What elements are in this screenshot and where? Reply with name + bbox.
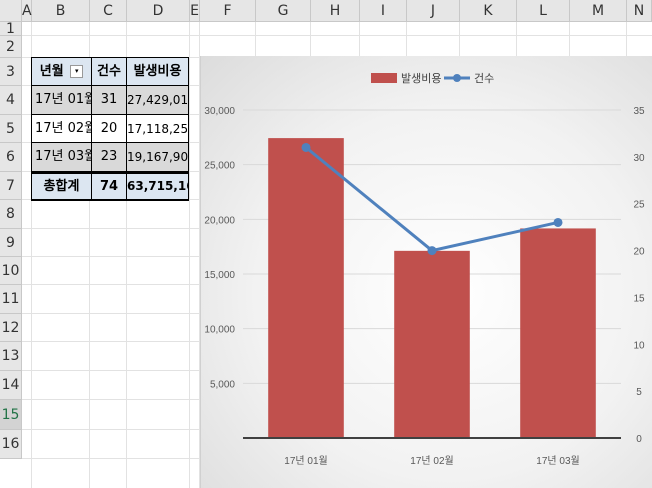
column-header-k[interactable]: K — [460, 0, 517, 22]
x-tick-label: 17년 02월 — [410, 455, 453, 467]
column-header-n[interactable]: N — [627, 0, 652, 22]
column-header-a[interactable]: A — [22, 0, 32, 22]
row-header-2[interactable]: 2 — [0, 36, 22, 58]
column-header-m[interactable]: M — [570, 0, 627, 22]
cell-cost-3[interactable]: 19,167,900 — [127, 143, 189, 172]
bar-1 — [268, 138, 344, 438]
column-header-b[interactable]: B — [32, 0, 90, 22]
count-point-2 — [427, 246, 437, 256]
grid-column-line — [89, 22, 90, 488]
row-header-1[interactable]: 1 — [0, 22, 22, 36]
header-month-label: 년월 — [39, 64, 64, 79]
x-tick-label: 17년 01월 — [284, 455, 327, 467]
count-point-1 — [301, 142, 311, 152]
header-count[interactable]: 건수 — [92, 57, 127, 86]
column-header-g[interactable]: G — [256, 0, 311, 22]
cell-month-2[interactable]: 17년 02월 — [31, 115, 92, 143]
column-header-f[interactable]: F — [200, 0, 256, 22]
row-header-10[interactable]: 10 — [0, 257, 22, 285]
y-tick-label: 30,000 — [204, 106, 235, 117]
y-tick-label: 5,000 — [210, 379, 235, 390]
row-header-15[interactable]: 15 — [0, 400, 22, 430]
cell-cost-1[interactable]: 27,429,010 — [127, 86, 189, 115]
row-header-14[interactable]: 14 — [0, 371, 22, 400]
column-header-d[interactable]: D — [127, 0, 190, 22]
legend-cost-label: 발생비용 — [401, 72, 441, 85]
cell-count-2[interactable]: 20 — [92, 115, 127, 143]
grid-row-line — [22, 35, 652, 36]
grid-column-line — [31, 22, 32, 488]
chart-svg: 5,000 10,000 15,000 20,000 25,000 30,000 0 5 10 1… — [204, 72, 645, 467]
combo-chart[interactable]: 5,000 10,000 15,000 20,000 25,000 30,000 0 5 10 1… — [200, 56, 652, 488]
x-tick-label: 17년 03월 — [536, 455, 579, 467]
legend-bar-swatch — [371, 73, 397, 83]
cell-cost-2[interactable]: 17,118,250 — [127, 115, 189, 143]
header-month[interactable]: 년월 ▾ — [31, 57, 92, 86]
y-tick-label: 25,000 — [204, 161, 235, 172]
column-header-i[interactable]: I — [360, 0, 407, 22]
row-header-11[interactable]: 11 — [0, 285, 22, 314]
select-all-corner[interactable] — [0, 0, 22, 22]
row-header-3[interactable]: 3 — [0, 58, 22, 86]
column-header-l[interactable]: L — [517, 0, 570, 22]
column-header-c[interactable]: C — [90, 0, 127, 22]
column-header-j[interactable]: J — [407, 0, 460, 22]
column-header-h[interactable]: H — [311, 0, 360, 22]
cell-month-3[interactable]: 17년 03월 — [31, 143, 92, 172]
count-point-3 — [553, 217, 563, 227]
y2-tick-label: 10 — [633, 340, 645, 351]
y2-tick-label: 30 — [633, 153, 645, 164]
grid-column-line — [189, 22, 190, 488]
row-header-8[interactable]: 8 — [0, 200, 22, 229]
row-header-4[interactable]: 4 — [0, 86, 22, 115]
y2-tick-label: 25 — [633, 200, 645, 211]
dropdown-filter-icon[interactable]: ▾ — [70, 65, 84, 78]
grid-column-line — [126, 22, 127, 488]
row-header-6[interactable]: 6 — [0, 143, 22, 172]
cell-total-label[interactable]: 총합계 — [31, 172, 92, 201]
row-header-9[interactable]: 9 — [0, 229, 22, 257]
y2-tick-label: 35 — [633, 106, 645, 117]
row-header-13[interactable]: 13 — [0, 342, 22, 371]
row-header-5[interactable]: 5 — [0, 115, 22, 143]
y2-tick-label: 15 — [633, 293, 645, 304]
row-header-12[interactable]: 12 — [0, 314, 22, 342]
cell-total-count[interactable]: 74 — [92, 172, 127, 201]
bar-3 — [520, 228, 596, 438]
y2-tick-label: 0 — [636, 434, 642, 445]
legend-line-marker — [453, 74, 461, 82]
y-tick-label: 15,000 — [204, 270, 235, 281]
row-header-16[interactable]: 16 — [0, 430, 22, 459]
grid-column-line — [199, 22, 200, 488]
cell-count-1[interactable]: 31 — [92, 86, 127, 115]
bar-2 — [394, 250, 470, 438]
y2-tick-label: 5 — [636, 387, 642, 398]
column-header-e[interactable]: E — [190, 0, 200, 22]
y-tick-label: 10,000 — [204, 325, 235, 336]
cell-total-cost[interactable]: 63,715,160 — [127, 172, 189, 201]
cell-month-1[interactable]: 17년 01월 — [31, 86, 92, 115]
y2-tick-label: 20 — [633, 247, 645, 258]
row-header-7[interactable]: 7 — [0, 172, 22, 200]
y-tick-label: 20,000 — [204, 215, 235, 226]
legend-count-label: 건수 — [474, 72, 494, 85]
cell-count-3[interactable]: 23 — [92, 143, 127, 172]
header-cost[interactable]: 발생비용 — [127, 57, 189, 86]
